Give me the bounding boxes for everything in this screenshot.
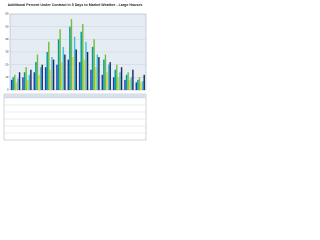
bar bbox=[95, 67, 97, 90]
bar bbox=[46, 52, 48, 90]
y-tick-label: 30 bbox=[5, 50, 9, 54]
bar bbox=[114, 69, 116, 90]
bar bbox=[69, 26, 71, 91]
bar bbox=[25, 67, 27, 90]
bar bbox=[27, 79, 29, 90]
bar bbox=[56, 64, 58, 90]
bar bbox=[109, 62, 111, 90]
bar bbox=[15, 82, 18, 90]
bar bbox=[33, 72, 36, 90]
bar bbox=[137, 79, 139, 90]
bar bbox=[112, 77, 115, 90]
bar bbox=[120, 67, 123, 90]
bar bbox=[41, 64, 43, 90]
y-tick-label: 0 bbox=[7, 88, 9, 92]
bar bbox=[116, 64, 118, 90]
bar bbox=[80, 31, 82, 90]
bar bbox=[10, 79, 13, 90]
y-tick-label: 50 bbox=[5, 24, 9, 28]
bar bbox=[86, 52, 89, 90]
bar bbox=[62, 46, 65, 90]
bar bbox=[38, 74, 40, 90]
bar bbox=[48, 41, 50, 90]
y-tick-label: 10 bbox=[5, 75, 9, 79]
bar bbox=[127, 72, 129, 90]
bar bbox=[125, 74, 128, 90]
bar bbox=[49, 69, 52, 90]
bar bbox=[57, 39, 60, 90]
y-tick-label: 60 bbox=[5, 12, 9, 16]
bar bbox=[67, 59, 70, 90]
chart-title: Additional Percent Under Contract in 5 D… bbox=[8, 3, 143, 7]
y-tick-label: 40 bbox=[5, 37, 9, 41]
bar bbox=[14, 74, 16, 90]
bar bbox=[124, 79, 126, 90]
bar bbox=[22, 77, 24, 90]
bar bbox=[90, 69, 92, 90]
bar bbox=[61, 62, 63, 90]
bar bbox=[140, 82, 142, 90]
bar bbox=[143, 74, 145, 90]
bar bbox=[52, 59, 55, 90]
bar bbox=[59, 29, 61, 90]
bar bbox=[28, 74, 31, 90]
bar bbox=[119, 72, 121, 90]
bar bbox=[18, 72, 21, 90]
bar bbox=[23, 72, 26, 90]
bar bbox=[64, 54, 66, 90]
bar bbox=[91, 46, 94, 90]
bar bbox=[130, 77, 133, 90]
bar bbox=[12, 77, 14, 90]
bar bbox=[75, 49, 77, 90]
bar bbox=[138, 77, 141, 90]
bar bbox=[104, 54, 107, 90]
bar bbox=[78, 62, 81, 90]
bar bbox=[96, 54, 99, 90]
data-table bbox=[3, 93, 147, 141]
bar bbox=[82, 24, 84, 91]
bar bbox=[107, 64, 110, 90]
bar bbox=[39, 67, 42, 90]
bar bbox=[98, 57, 100, 90]
bar bbox=[51, 57, 53, 90]
bar bbox=[72, 57, 74, 90]
bar bbox=[30, 69, 32, 90]
bar bbox=[101, 74, 104, 90]
bar bbox=[129, 79, 131, 90]
bar bbox=[36, 54, 39, 90]
bar bbox=[35, 62, 37, 90]
bar bbox=[44, 67, 47, 90]
bar bbox=[117, 77, 120, 90]
bar bbox=[135, 82, 138, 90]
bar bbox=[141, 81, 144, 90]
y-tick-label: 20 bbox=[5, 62, 9, 66]
bar bbox=[73, 36, 76, 90]
bar bbox=[70, 19, 73, 90]
bar bbox=[93, 39, 95, 90]
bar bbox=[85, 41, 87, 90]
bar bbox=[106, 72, 108, 90]
bar bbox=[17, 78, 19, 90]
bar bbox=[132, 69, 134, 90]
chart: Additional Percent Under Contract in 5 D… bbox=[0, 0, 150, 150]
bar bbox=[83, 59, 86, 90]
bar bbox=[103, 59, 105, 90]
